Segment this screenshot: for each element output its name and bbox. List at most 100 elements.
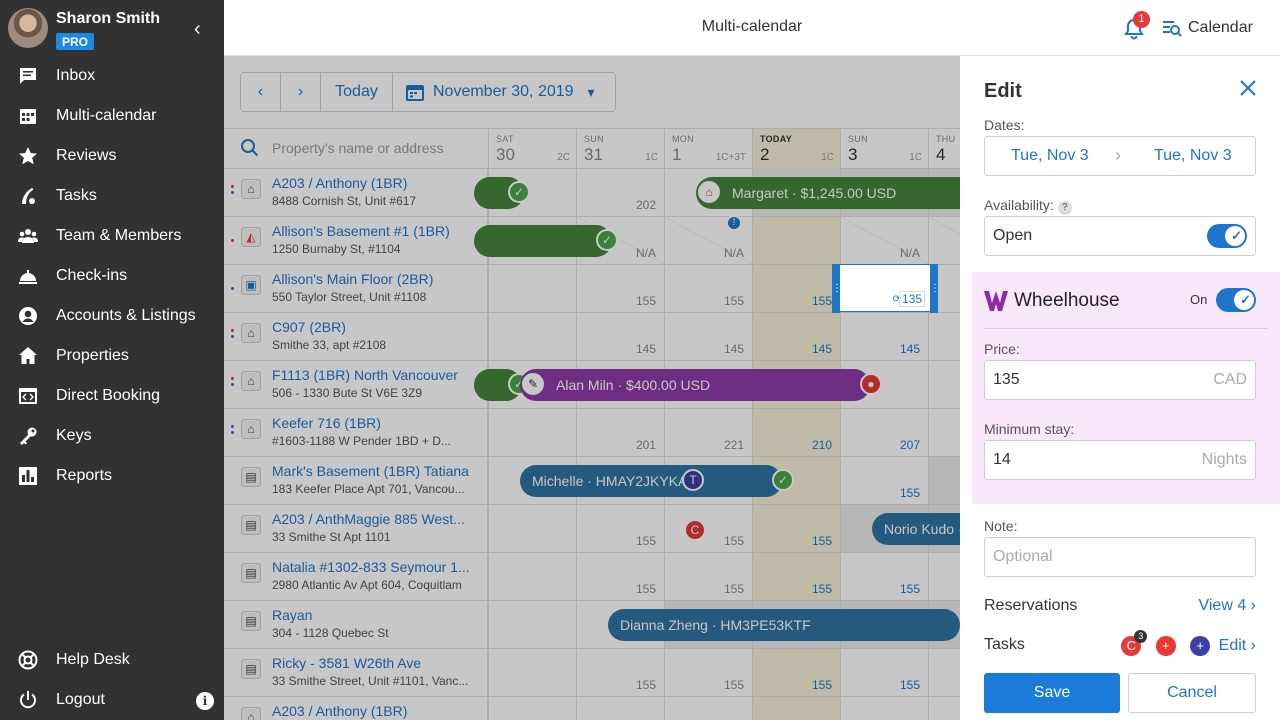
property-name[interactable]: A203 / AnthMaggie 885 West... — [272, 511, 465, 527]
selected-cell[interactable]: ⋮ ⋮ ⟳ 135 — [832, 264, 940, 313]
calendar-cell[interactable] — [488, 457, 576, 504]
calendar-cell[interactable]: N/A — [928, 217, 960, 264]
calendar-cell[interactable]: 155 — [752, 265, 840, 312]
reservations-link[interactable]: View 4 › — [1198, 597, 1256, 615]
minstay-value[interactable]: 14 — [993, 451, 1011, 468]
property-name[interactable]: A203 / Anthony (1BR) — [272, 703, 408, 719]
reservation-bar[interactable] — [474, 225, 612, 257]
property-cell[interactable]: ◭ Allison's Basement #1 (1BR) 1250 Burnaby… — [224, 217, 488, 264]
calendar-cell[interactable]: 145 — [752, 313, 840, 360]
nav-item-inbox[interactable]: Inbox — [0, 56, 224, 96]
calendar-cell[interactable]: 155 — [752, 649, 840, 696]
calendar-cell[interactable] — [488, 313, 576, 360]
nav-item-logout[interactable]: Logout i — [0, 680, 224, 720]
collapse-sidebar-icon[interactable]: ‹ — [194, 18, 201, 40]
calendar-cell[interactable]: 155 — [664, 649, 752, 696]
property-name[interactable]: Rayan — [272, 607, 313, 623]
property-cell[interactable]: ⌂ A203 / Anthony (1BR) — [224, 697, 488, 720]
calendar-cell[interactable] — [488, 649, 576, 696]
calendar-cell[interactable]: 202 — [576, 169, 664, 216]
calendar-cell[interactable] — [928, 697, 960, 720]
help-icon[interactable]: ? — [1057, 201, 1072, 215]
property-name[interactable]: Mark's Basement (1BR) Tatiana — [272, 463, 469, 479]
property-cell[interactable]: ⌂ A203 / Anthony (1BR) 8488 Cornish St, Un… — [224, 169, 488, 216]
info-icon[interactable]: i — [196, 692, 214, 710]
calendar-cell[interactable] — [928, 457, 960, 504]
reservation-bar[interactable]: Alan Miln · $400.00 USD — [520, 369, 870, 401]
avatar[interactable] — [8, 8, 48, 48]
nav-item-direct-booking[interactable]: Direct Booking — [0, 376, 224, 416]
calendar-cell[interactable]: 155 — [664, 553, 752, 600]
check-icon[interactable]: ✓ — [596, 229, 618, 251]
date-from[interactable]: Tue, Nov 3 — [1011, 147, 1089, 164]
property-name[interactable]: F1113 (1BR) North Vancouver — [272, 367, 458, 383]
minstay-field[interactable]: 14 Nights — [984, 440, 1256, 480]
property-name[interactable]: A203 / Anthony (1BR) — [272, 175, 408, 191]
nav-item-helpdesk[interactable]: Help Desk — [0, 640, 224, 680]
calendar-cell[interactable]: 155 — [840, 553, 928, 600]
calendar-cell[interactable]: 155 — [664, 505, 752, 552]
property-cell[interactable]: ▤ Mark's Basement (1BR) Tatiana 183 Keefer… — [224, 457, 488, 504]
dates-field[interactable]: Tue, Nov 3 › Tue, Nov 3 — [984, 136, 1256, 176]
property-name[interactable]: Ricky - 3581 W26th Ave — [272, 655, 422, 671]
add-task-blue-icon[interactable]: + — [1190, 636, 1211, 656]
calendar-cell[interactable] — [488, 505, 576, 552]
property-name[interactable]: Allison's Main Floor (2BR) — [272, 271, 434, 287]
calendar-cell[interactable]: 155 — [576, 265, 664, 312]
price-value[interactable]: 135 — [993, 371, 1020, 388]
calendar-cell[interactable] — [752, 697, 840, 720]
calendar-cell[interactable]: 221 — [664, 409, 752, 456]
next-button[interactable]: › — [281, 73, 321, 111]
close-icon[interactable] — [1238, 78, 1258, 98]
calendar-cell[interactable]: 155 — [840, 649, 928, 696]
nav-item-team[interactable]: Team & Members — [0, 216, 224, 256]
property-name[interactable]: C907 (2BR) — [272, 319, 346, 335]
reservation-label[interactable]: Margaret · $1,245.00 USD — [732, 185, 897, 201]
calendar-cell[interactable]: 155 — [752, 553, 840, 600]
cleaning-icon[interactable]: C — [684, 519, 706, 541]
edit-pencil-icon[interactable]: ✎ — [522, 373, 544, 395]
drag-handle-left[interactable]: ⋮ — [832, 265, 842, 313]
calendar-cell[interactable]: 155 — [664, 265, 752, 312]
cancel-button[interactable]: Cancel — [1128, 673, 1256, 713]
calendar-cell[interactable]: N/A — [840, 217, 928, 264]
nav-item-reviews[interactable]: Reviews — [0, 136, 224, 176]
calendar-cell[interactable]: 155 — [752, 505, 840, 552]
date-to[interactable]: Tue, Nov 3 — [1154, 147, 1232, 164]
calendar-cell[interactable]: 155 — [840, 457, 928, 504]
calendar-cell[interactable]: 210 — [752, 409, 840, 456]
availability-toggle[interactable]: ✓ — [1207, 224, 1247, 248]
property-cell[interactable]: ▤ Natalia #1302-833 Seymour 1... 2980 Atla… — [224, 553, 488, 600]
calendar-cell[interactable] — [664, 697, 752, 720]
calendar-cell[interactable]: 145 — [840, 313, 928, 360]
calendar-cell[interactable]: 155 — [928, 553, 960, 600]
reservation-bar[interactable]: Norio Kudo · — [872, 513, 960, 545]
nav-item-properties[interactable]: Properties — [0, 336, 224, 376]
airbnb-icon[interactable]: ⌂ — [698, 181, 720, 203]
calendar-cell[interactable] — [752, 217, 840, 264]
calendar-cell[interactable] — [488, 697, 576, 720]
calendar-cell[interactable] — [488, 553, 576, 600]
drag-handle-right[interactable]: ⋮ — [930, 265, 940, 313]
add-task-red-icon[interactable]: + — [1155, 636, 1176, 656]
property-cell[interactable]: ▤ Rayan 304 - 1128 Quebec St — [224, 601, 488, 648]
calendar-cell[interactable]: 201 — [576, 409, 664, 456]
calendar-cell[interactable]: 207 — [840, 409, 928, 456]
calendar-cell[interactable]: 135 — [928, 313, 960, 360]
calendar-cell[interactable]: 155 — [576, 649, 664, 696]
alert-icon[interactable]: ! — [726, 215, 742, 231]
user-block[interactable]: Sharon Smith PRO ‹ — [8, 8, 216, 50]
nav-item-keys[interactable]: Keys — [0, 416, 224, 456]
calendar-cell[interactable]: 100 — [928, 361, 960, 408]
nav-item-multicalendar[interactable]: Multi-calendar — [0, 96, 224, 136]
prev-button[interactable]: ‹ — [241, 73, 281, 111]
reservation-bar[interactable]: Michelle · HMAY2JKYKA — [520, 465, 782, 497]
calendar-cell[interactable] — [576, 697, 664, 720]
check-icon[interactable]: ✓ — [508, 181, 530, 203]
property-name[interactable]: Allison's Basement #1 (1BR) — [272, 223, 450, 239]
calendar-cell[interactable]: 207 — [928, 409, 960, 456]
check-icon[interactable]: ✓ — [772, 469, 794, 491]
reservation-bar[interactable]: Dianna Zheng · HM3PE53KTF — [608, 609, 960, 641]
calendar-cell[interactable]: 155 — [576, 505, 664, 552]
